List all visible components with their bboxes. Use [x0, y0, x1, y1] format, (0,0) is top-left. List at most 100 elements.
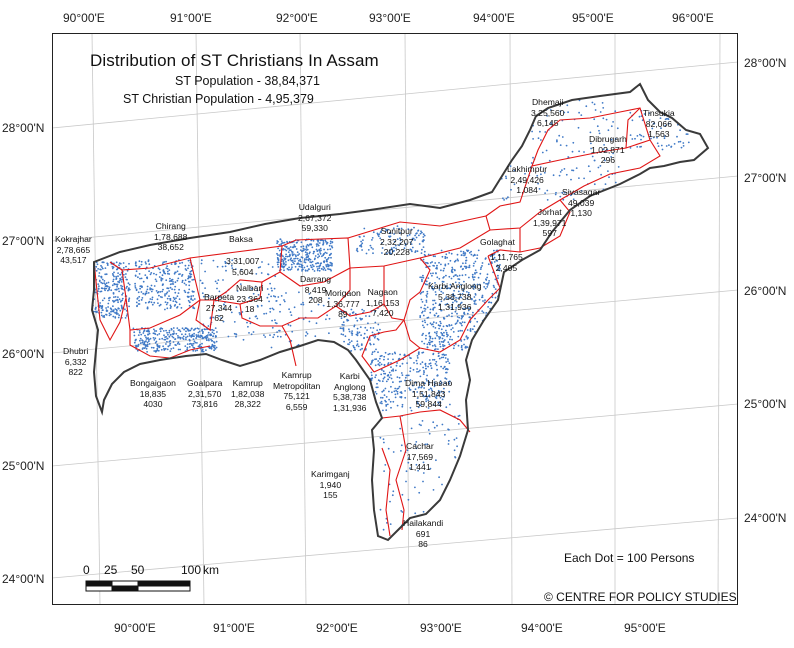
population-dot — [159, 330, 162, 333]
population-dot — [108, 312, 111, 315]
population-dot — [181, 281, 184, 283]
population-dot — [181, 327, 184, 330]
population-dot — [318, 265, 320, 268]
population-dot — [166, 340, 168, 343]
left-tick-24: 24°00'N — [2, 572, 45, 586]
population-dot — [156, 343, 159, 346]
population-dot — [167, 287, 170, 290]
population-dot — [158, 304, 161, 307]
population-dot — [174, 344, 177, 346]
population-dot — [164, 308, 166, 311]
population-dot — [166, 265, 169, 267]
population-dot — [168, 344, 171, 347]
district-label-dibrugarh: Dibrugarh 1,02,871 296 — [589, 134, 627, 165]
population-dot — [216, 331, 218, 333]
population-dot — [302, 247, 305, 250]
population-dot — [138, 330, 141, 332]
population-dot — [319, 239, 322, 242]
population-dot — [149, 298, 152, 300]
population-dot — [329, 261, 332, 264]
population-dot — [299, 249, 302, 252]
population-dot — [146, 277, 149, 280]
population-dot — [188, 333, 191, 335]
population-dot — [151, 298, 154, 301]
population-dot — [117, 301, 119, 304]
population-dot — [158, 294, 160, 297]
population-dot — [152, 332, 155, 335]
population-dot — [103, 287, 106, 290]
population-dot — [138, 273, 141, 275]
population-dot — [133, 331, 136, 334]
population-dot — [321, 255, 323, 258]
left-tick-27: 27°00'N — [2, 234, 45, 248]
population-dot — [325, 264, 327, 266]
population-dot — [210, 345, 213, 348]
top-tick-95: 95°00'E — [572, 11, 614, 25]
population-dot — [117, 275, 119, 278]
population-dot — [286, 240, 288, 243]
district-label-sivasagar: Sivasagar 49,039 1,130 — [562, 187, 601, 218]
population-dot — [155, 280, 158, 283]
population-dot — [283, 269, 285, 272]
population-dot — [120, 304, 123, 307]
population-dot — [138, 303, 141, 305]
population-dot — [325, 260, 328, 263]
population-dot — [121, 297, 124, 300]
population-dot — [193, 290, 195, 293]
population-dot — [153, 285, 156, 287]
population-dot — [214, 345, 216, 347]
population-dot — [322, 268, 325, 271]
population-dot — [156, 347, 159, 350]
population-dot — [282, 249, 284, 251]
population-dot — [317, 256, 319, 259]
population-dot — [300, 263, 302, 266]
population-dot — [156, 334, 159, 336]
population-dot — [177, 348, 180, 351]
population-dot — [169, 299, 172, 302]
population-dot — [104, 283, 107, 286]
population-dot — [149, 287, 152, 289]
population-dot — [193, 298, 196, 300]
population-dot — [117, 313, 119, 315]
population-dot — [312, 239, 315, 242]
population-dot — [158, 276, 161, 278]
scale-label-50: 50 — [131, 563, 145, 577]
district-label-golaghat-name: Golaghat — [480, 237, 515, 247]
population-dot — [139, 342, 142, 345]
population-dot — [113, 283, 116, 286]
population-dot — [172, 347, 175, 349]
population-dot — [294, 260, 296, 262]
population-dot — [116, 299, 119, 302]
population-dot — [290, 250, 293, 253]
population-dot — [213, 332, 215, 335]
population-dot — [145, 338, 148, 340]
population-dot — [112, 305, 114, 308]
population-dot — [212, 335, 214, 338]
scale-label-0: 0 — [83, 563, 90, 577]
population-dot — [319, 247, 322, 250]
population-dot — [124, 276, 127, 278]
population-dot — [277, 266, 280, 268]
population-dot — [190, 336, 193, 338]
population-dot — [192, 342, 195, 345]
population-dot — [187, 277, 189, 280]
population-dot — [177, 292, 180, 294]
population-dot — [149, 288, 152, 291]
population-dot — [166, 267, 169, 270]
population-dot — [114, 308, 117, 310]
population-dot — [195, 337, 198, 339]
population-dot — [277, 259, 280, 262]
population-dot — [101, 282, 104, 285]
population-dot — [137, 291, 140, 294]
population-dot — [311, 266, 313, 268]
population-dot — [320, 267, 323, 270]
population-dot — [133, 334, 136, 337]
population-dot — [178, 343, 181, 345]
population-dot — [153, 350, 156, 352]
population-dot — [105, 307, 107, 309]
population-dot — [97, 290, 99, 292]
district-label-kokrajhar: Kokrajhar 2,78,665 43,517 — [55, 234, 92, 265]
population-dot — [324, 251, 327, 254]
population-dot — [97, 268, 99, 270]
population-dot — [286, 255, 289, 258]
